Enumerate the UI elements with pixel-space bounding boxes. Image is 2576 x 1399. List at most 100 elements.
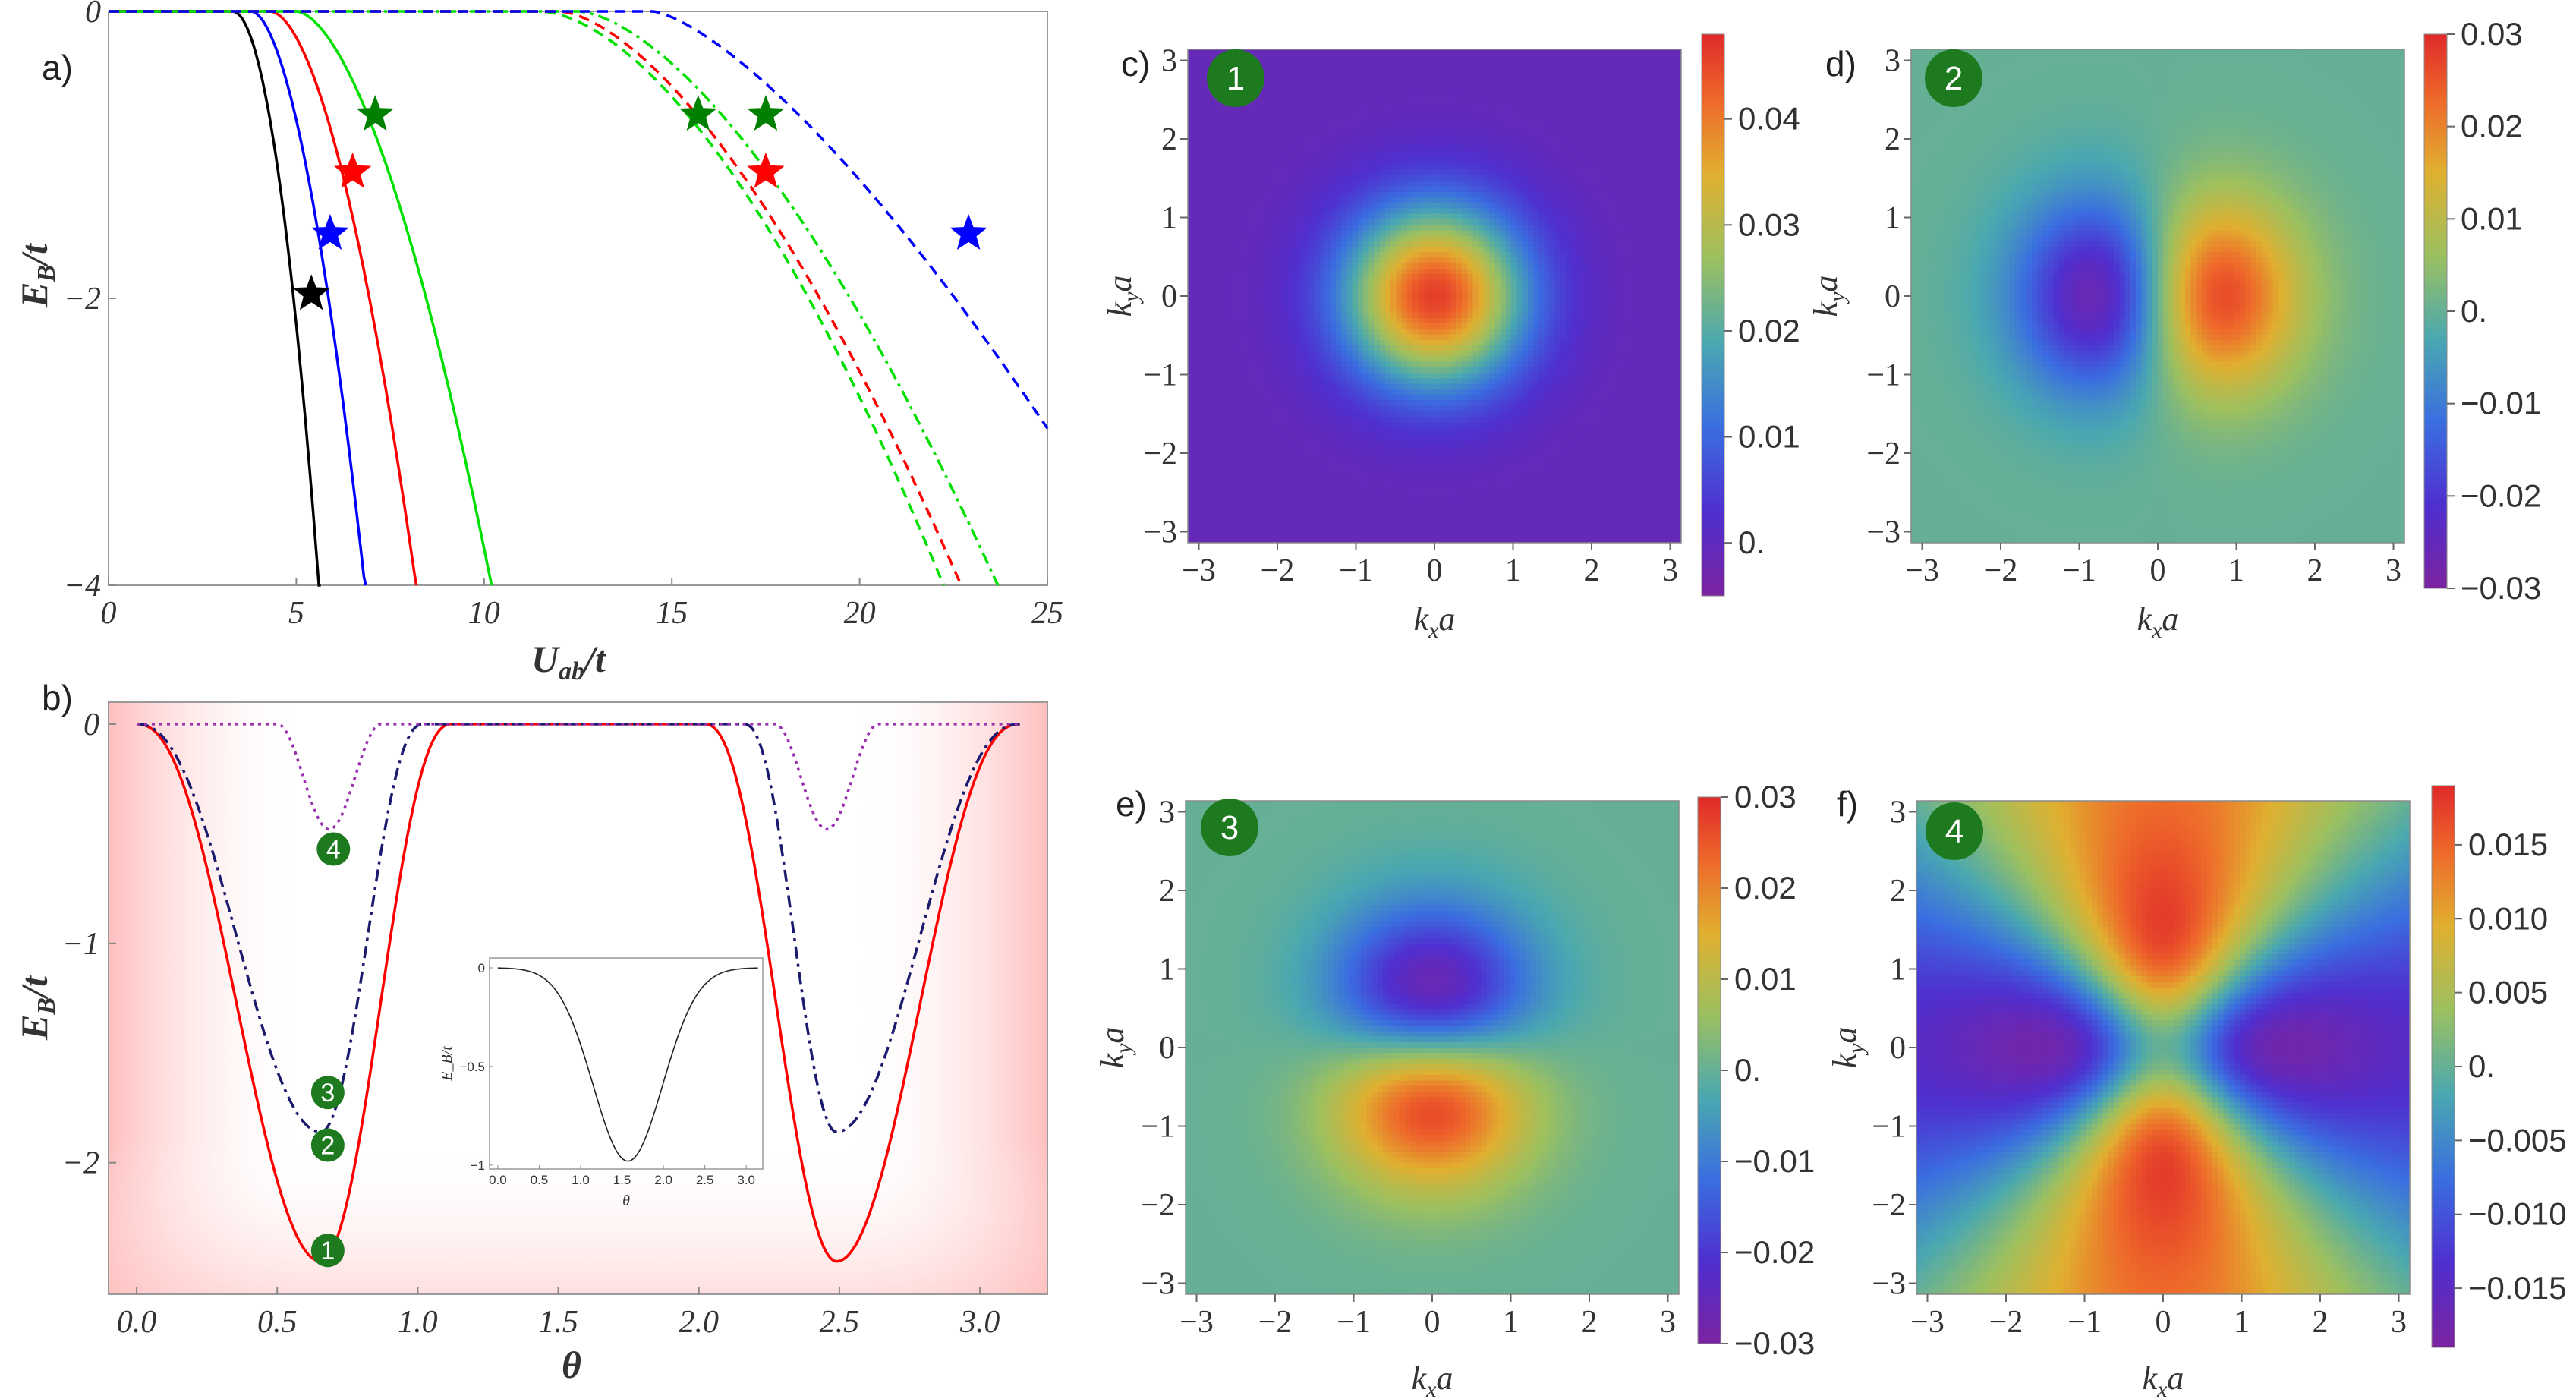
heatmap-cell bbox=[1615, 93, 1621, 99]
heatmap-cell bbox=[1555, 197, 1561, 203]
heatmap-cell bbox=[1396, 137, 1402, 143]
heatmap-cell bbox=[1264, 307, 1271, 313]
heatmap-cell bbox=[1385, 269, 1391, 275]
heatmap-cell bbox=[1621, 335, 1627, 341]
heatmap-cell bbox=[1621, 230, 1627, 236]
heatmap-cell bbox=[1533, 230, 1539, 236]
heatmap-cell bbox=[1375, 109, 1381, 115]
heatmap-cell bbox=[1385, 137, 1391, 143]
heatmap-cell bbox=[1215, 109, 1221, 115]
heatmap-cell bbox=[1659, 137, 1665, 143]
heatmap-cell bbox=[1259, 165, 1265, 171]
heatmap-cell bbox=[1473, 307, 1479, 313]
heatmap-cell bbox=[1501, 236, 1507, 242]
heatmap-cell bbox=[1599, 60, 1605, 66]
heatmap-cell bbox=[1297, 66, 1303, 72]
heatmap-cell bbox=[1325, 340, 1331, 346]
heatmap-cell bbox=[1314, 148, 1320, 154]
heatmap-cell bbox=[1297, 307, 1303, 313]
heatmap-cell bbox=[1642, 104, 1649, 110]
heatmap-cell bbox=[1193, 257, 1199, 263]
heatmap-cell bbox=[1440, 285, 1446, 291]
heatmap-cell bbox=[1566, 137, 1572, 143]
heatmap-cell bbox=[1424, 274, 1430, 280]
heatmap-cell bbox=[1528, 148, 1534, 154]
heatmap-cell bbox=[1445, 291, 1451, 297]
heatmap-cell bbox=[1353, 109, 1359, 115]
heatmap-cell bbox=[1390, 340, 1397, 346]
heatmap-cell bbox=[1654, 187, 1660, 193]
heatmap-cell bbox=[1582, 175, 1589, 181]
heatmap-cell bbox=[1632, 335, 1638, 341]
heatmap-cell bbox=[1599, 159, 1605, 165]
heatmap-cell bbox=[1434, 269, 1441, 275]
heatmap-cell bbox=[1654, 88, 1660, 94]
heatmap-cell bbox=[1610, 165, 1616, 171]
heatmap-cell bbox=[1336, 109, 1342, 115]
heatmap-cell bbox=[1308, 214, 1315, 220]
heatmap-cell bbox=[1484, 55, 1490, 61]
heatmap-cell bbox=[1588, 203, 1594, 209]
heatmap-cell bbox=[1232, 241, 1238, 247]
heatmap-cell bbox=[1511, 60, 1517, 66]
heatmap-cell bbox=[1577, 214, 1583, 220]
heatmap-cell bbox=[1467, 88, 1473, 94]
heatmap-cell bbox=[1358, 219, 1364, 225]
heatmap-cell bbox=[1632, 230, 1638, 236]
heatmap-cell bbox=[1215, 170, 1221, 176]
heatmap-cell bbox=[1193, 192, 1199, 198]
heatmap-cell bbox=[1615, 99, 1621, 105]
heatmap-cell bbox=[1210, 121, 1216, 127]
heatmap-cell bbox=[1270, 121, 1276, 127]
heatmap-cell bbox=[1434, 181, 1441, 187]
heatmap-cell bbox=[1385, 274, 1391, 280]
heatmap-cell bbox=[1353, 187, 1359, 193]
heatmap-cell bbox=[1462, 104, 1468, 110]
heatmap-cell bbox=[1198, 71, 1205, 77]
heatmap-cell bbox=[1649, 269, 1655, 275]
heatmap-cell bbox=[1346, 203, 1353, 209]
heatmap-cell bbox=[1353, 269, 1359, 275]
heatmap-cell bbox=[1412, 219, 1419, 225]
heatmap-cell bbox=[1671, 159, 1677, 165]
heatmap-cell bbox=[1440, 104, 1446, 110]
heatmap-cell bbox=[1555, 335, 1561, 341]
heatmap-cell bbox=[1664, 296, 1671, 302]
heatmap-cell bbox=[1664, 143, 1671, 149]
heatmap-cell bbox=[1632, 131, 1638, 137]
heatmap-cell bbox=[1331, 181, 1337, 187]
heatmap-cell bbox=[1380, 323, 1386, 329]
heatmap-cell bbox=[1528, 313, 1534, 319]
heatmap-cell bbox=[1533, 187, 1539, 193]
heatmap-cell bbox=[1649, 192, 1655, 198]
heatmap-cell bbox=[1380, 296, 1386, 302]
heatmap-cell bbox=[1642, 241, 1649, 247]
heatmap-cell bbox=[1523, 307, 1529, 313]
heatmap-cell bbox=[1577, 230, 1583, 236]
heatmap-cell bbox=[1632, 66, 1638, 72]
heatmap-cell bbox=[1451, 274, 1457, 280]
heatmap-cell bbox=[1550, 301, 1556, 307]
heatmap-cell bbox=[1248, 165, 1254, 171]
heatmap-cell bbox=[1577, 82, 1583, 88]
heatmap-cell bbox=[1637, 329, 1643, 335]
heatmap-cell bbox=[1319, 279, 1325, 285]
heatmap-cell bbox=[1402, 153, 1408, 159]
heatmap-cell bbox=[1210, 181, 1216, 187]
heatmap-cell bbox=[1270, 296, 1276, 302]
heatmap-cell bbox=[1621, 60, 1627, 66]
heatmap-cell bbox=[1429, 208, 1435, 214]
heatmap-cell bbox=[1220, 153, 1227, 159]
heatmap-cell bbox=[1538, 192, 1545, 198]
heatmap-cell bbox=[1555, 99, 1561, 105]
heatmap-cell bbox=[1494, 313, 1501, 319]
heatmap-cell bbox=[1259, 104, 1265, 110]
heatmap-cell bbox=[1451, 318, 1457, 324]
heatmap-cell bbox=[1523, 241, 1529, 247]
heatmap-cell bbox=[1368, 307, 1375, 313]
heatmap-cell bbox=[1220, 323, 1227, 329]
heatmap-cell bbox=[1582, 93, 1589, 99]
heatmap-cell bbox=[1396, 55, 1402, 61]
heatmap-cell bbox=[1418, 170, 1424, 176]
heatmap-cell bbox=[1572, 181, 1578, 187]
